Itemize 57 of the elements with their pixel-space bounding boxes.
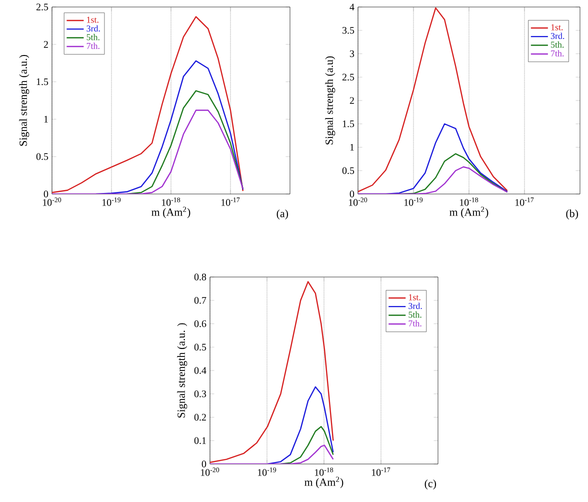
- x-tick-label: 10$^{-19}$: [102, 198, 121, 206]
- y-tick-label: 0: [44, 190, 48, 198]
- x-tick-label: 10$^{-20}$: [200, 468, 220, 476]
- x-axis-title: m (Am$^{2}$): [450, 206, 488, 218]
- y-tick-label: 0.6: [194, 320, 206, 328]
- legend-label: 7th.: [551, 50, 564, 56]
- legend-label: 5th.: [551, 41, 564, 48]
- x-tick-label: 10$^{-17}$: [221, 198, 240, 206]
- x-tick-label: 10$^{-17}$: [515, 198, 534, 206]
- legend-label: 1st.: [87, 16, 98, 23]
- y-tick-label: 0.1: [194, 437, 206, 444]
- y-tick-label: 0: [202, 460, 206, 468]
- y-tick-label: 0.3: [194, 390, 206, 398]
- text: (b): [566, 210, 578, 220]
- x-tick-label: 10$^{-20}$: [348, 198, 368, 206]
- y-tick-label: 1: [350, 144, 354, 151]
- y-tick-label: 2.5: [36, 4, 48, 10]
- y-tick-label: 1.5: [342, 120, 354, 128]
- y-tick-label: 3.5: [342, 27, 354, 34]
- x-tick-label: 10$^{-18}$: [314, 468, 334, 476]
- legend-label: 5th.: [86, 34, 100, 40]
- y-tick-label: 0.7: [194, 296, 206, 304]
- x-tick-label: 10$^{-18}$: [460, 198, 478, 206]
- y-tick-label: 0.5: [194, 344, 206, 351]
- x-axis-title: m (Am$^{2}$): [304, 476, 344, 488]
- legend-label: 1st.: [408, 294, 420, 300]
- legend-label: 3rd.: [550, 32, 564, 40]
- y-tick-label: 0.4: [194, 367, 206, 374]
- y-axis-title: Signal strength (a.u): [325, 56, 336, 144]
- y-tick-label: 4: [350, 4, 354, 10]
- y-tick-label: 0.5: [342, 167, 354, 174]
- x-tick-label: 10$^{-18}$: [162, 198, 180, 206]
- text: (c): [424, 480, 436, 490]
- y-tick-label: 1.5: [36, 78, 48, 86]
- legend-label: 1st.: [551, 24, 563, 30]
- legend-label: 7th.: [86, 42, 100, 49]
- x-tick-label: 10$^{-19}$: [258, 468, 276, 476]
- y-tick-label: 2.5: [342, 74, 354, 80]
- y-axis-title: Signal strength (a.u. ): [177, 323, 188, 418]
- y-tick-label: 0: [350, 190, 354, 198]
- legend-label: 7th.: [408, 320, 422, 326]
- y-tick-label: 0.5: [36, 153, 48, 160]
- legend-label: 3rd.: [408, 302, 422, 310]
- x-tick-label: 10$^{-20}$: [42, 198, 62, 206]
- legend-label: 5th.: [408, 311, 422, 318]
- y-tick-label: 2: [44, 41, 48, 48]
- text: (a): [276, 210, 288, 220]
- x-tick-label: 10$^{-19}$: [404, 198, 423, 206]
- y-tick-label: 1: [44, 116, 48, 122]
- y-axis-title: Signal strength (a.u.): [19, 55, 30, 146]
- y-tick-label: 2: [350, 97, 354, 104]
- x-tick-label: 10$^{-17}$: [372, 468, 390, 476]
- x-axis-title: m (Am$^{2}$): [152, 206, 190, 218]
- y-tick-label: 3: [350, 50, 354, 58]
- y-tick-label: 0.8: [194, 274, 206, 280]
- legend-label: 3rd.: [86, 25, 100, 32]
- y-tick-label: 0.2: [194, 414, 206, 421]
